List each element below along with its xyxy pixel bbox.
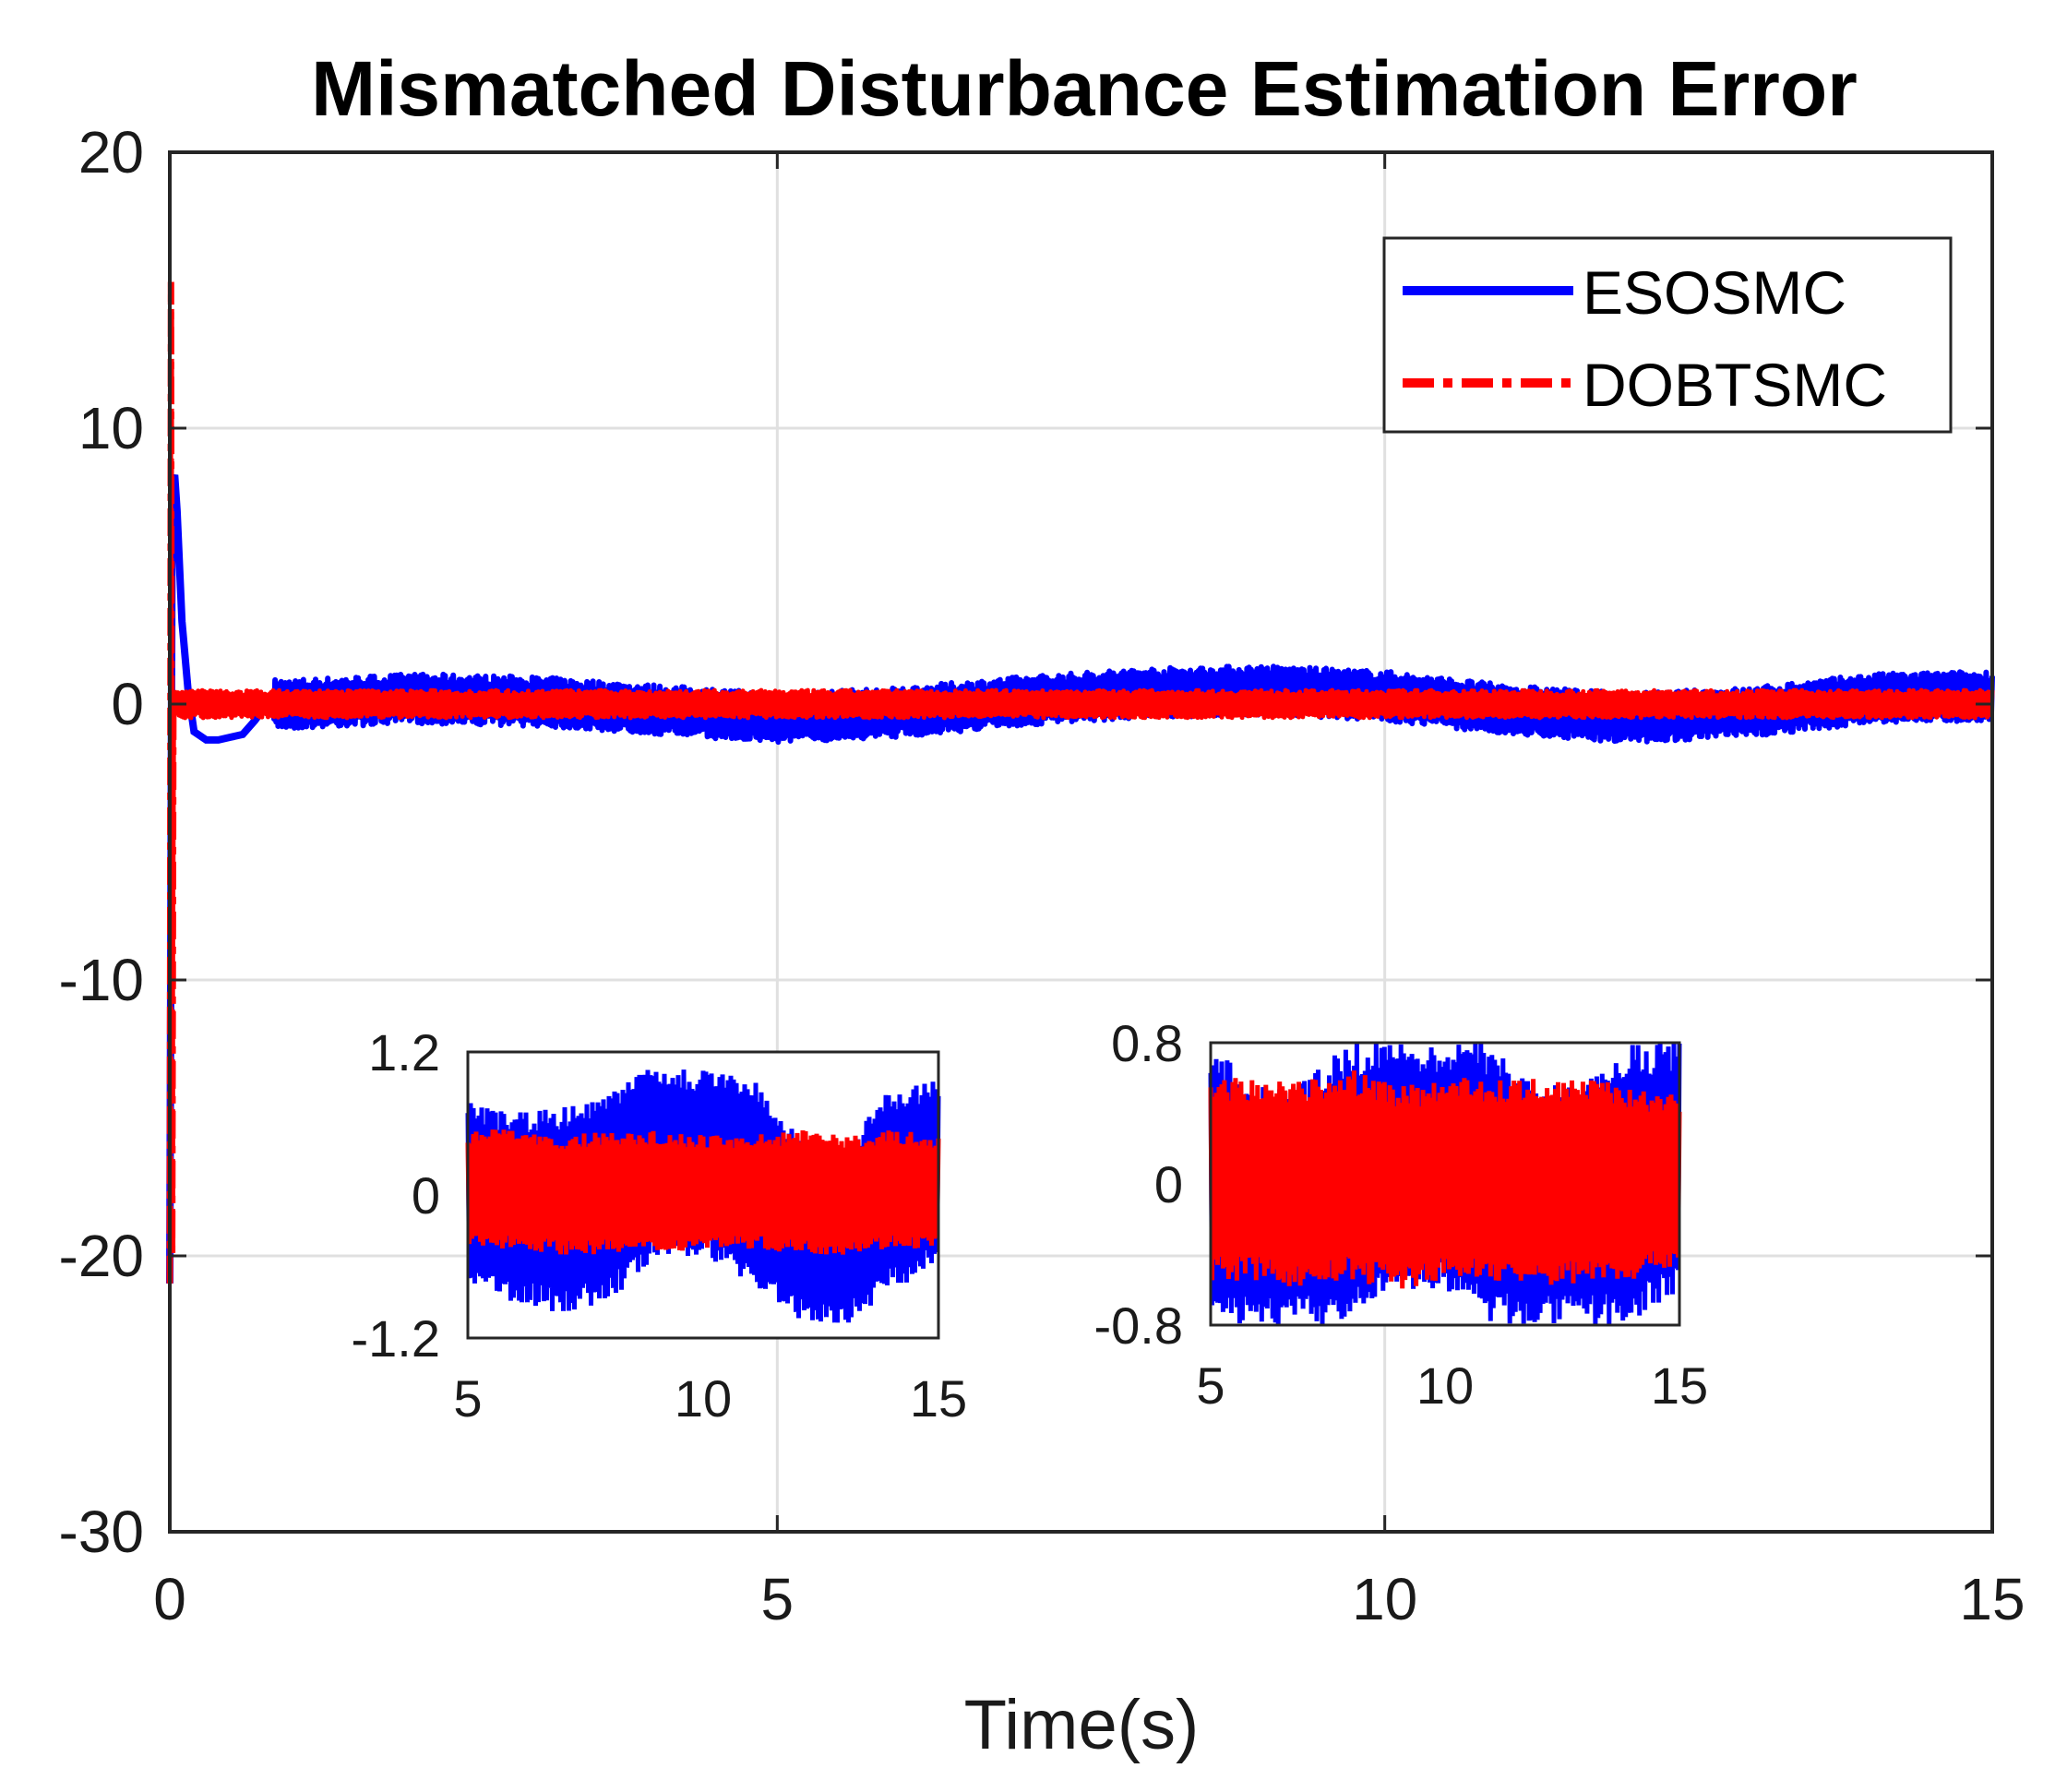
inset-border xyxy=(1209,1041,1681,1327)
y-tick-label: 0 xyxy=(111,671,144,737)
inset-2: 5 10 15 0.8 0 -0.8 xyxy=(1094,1014,1709,1415)
series-layer xyxy=(166,281,1995,1284)
inset-y-tick-label: -0.8 xyxy=(1094,1296,1184,1355)
x-tick-label: 10 xyxy=(1352,1566,1417,1632)
inset-y-tick-label: 0.8 xyxy=(1111,1014,1183,1072)
inset-x-tick-label: 5 xyxy=(1196,1356,1225,1415)
tick-layer: 0 5 10 15 20 10 0 -10 -20 -30 xyxy=(59,119,2025,1632)
inset-y-tick-label: 0 xyxy=(1154,1155,1183,1213)
inset-series-dobtsmc xyxy=(465,1129,941,1255)
y-tick-label: -10 xyxy=(59,947,145,1013)
inset-y-tick-label: 1.2 xyxy=(368,1023,440,1081)
inset-y-tick-label: -1.2 xyxy=(352,1309,441,1368)
x-tick-label: 15 xyxy=(1959,1566,2025,1632)
y-tick-label: 20 xyxy=(78,119,144,185)
y-tick-label: 10 xyxy=(78,395,144,461)
inset-y-tick-label: 0 xyxy=(412,1166,440,1225)
y-tick-label: -20 xyxy=(59,1223,145,1289)
inset-x-tick-label: 15 xyxy=(1651,1356,1708,1415)
series-transient-esosmc xyxy=(166,473,270,1284)
x-tick-label: 5 xyxy=(761,1566,795,1632)
legend-box xyxy=(1382,236,1953,434)
inset-x-tick-label: 5 xyxy=(453,1369,482,1428)
inset-x-tick-label: 10 xyxy=(1416,1356,1474,1415)
plot-border xyxy=(168,150,1994,1534)
chart-title: Mismatched Disturbance Estimation Error xyxy=(311,45,1858,132)
legend-label-dobtsmc: DOBTSMC xyxy=(1583,351,1887,419)
series-line-dobtsmc xyxy=(167,446,1995,1284)
x-tick-label: 0 xyxy=(153,1566,186,1632)
inset-layer: 5 10 151.20-1.25 10 150.80-0.8 xyxy=(352,1014,1709,1428)
inset-x-tick-label: 15 xyxy=(910,1369,967,1428)
x-axis-label: Time(s) xyxy=(964,1686,1200,1764)
legend: ESOSMC DOBTSMC xyxy=(1382,236,1953,434)
y-tick-label: -30 xyxy=(59,1499,145,1565)
inset-x-tick-label: 10 xyxy=(675,1369,732,1428)
inset-series-dobtsmc xyxy=(1208,1070,1682,1289)
inset-1: 5 10 15 1.2 0 -1.2 xyxy=(352,1023,968,1428)
inset-border xyxy=(466,1050,940,1340)
legend-label-esosmc: ESOSMC xyxy=(1583,258,1846,327)
